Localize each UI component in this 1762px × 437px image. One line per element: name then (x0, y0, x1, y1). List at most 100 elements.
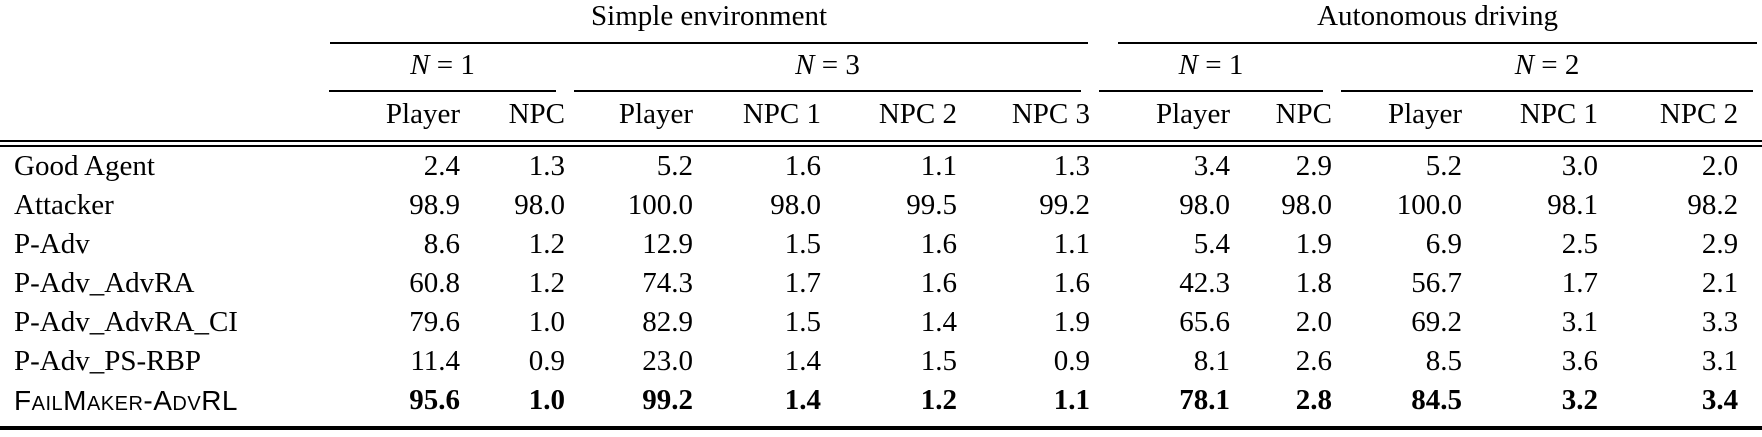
col-header-se-n3-npc3: NPC 3 (957, 92, 1091, 142)
value-cell: 1.6 (1053, 267, 1091, 299)
value-cell: 8.1 (1193, 345, 1231, 377)
col-header-se-n3-player: Player (565, 92, 693, 142)
value-cell: 56.7 (1411, 267, 1463, 299)
value-cell: 3.6 (1561, 345, 1599, 377)
value-cell: 100.0 (1396, 189, 1463, 221)
n-symbol: N (410, 49, 430, 81)
col-header-ad-n1-npc: NPC (1230, 92, 1333, 142)
value-cell: 5.2 (656, 150, 693, 182)
col-header-se-n3-npc2: NPC 2 (821, 92, 957, 142)
row-label: P-Adv_PS-RBP (14, 345, 201, 377)
value-cell: 1.0 (528, 306, 565, 338)
subgroup-header-se-n1: N = 1 (320, 44, 565, 92)
subgroup-rule: N = 3 (574, 44, 1082, 92)
table-row-p-adv-advra: P-Adv_AdvRA 60.8 1.2 74.3 1.7 1.6 1.6 42… (0, 264, 1762, 303)
subgroup-header-ad-n1: N = 1 (1090, 44, 1332, 92)
group-header-simple-environment: Simple environment (320, 0, 1090, 44)
n-symbol: N (795, 49, 815, 81)
value-cell: 1.5 (784, 306, 821, 338)
double-rule-spacer (0, 141, 1762, 147)
group-header-autonomous-driving: Autonomous driving (1090, 0, 1762, 44)
value-cell: 1.0 (528, 384, 565, 416)
subgroup-rule: N = 2 (1341, 44, 1754, 92)
value-cell: 98.0 (770, 189, 821, 221)
subgroup-header-ad-n2: N = 2 (1332, 44, 1762, 92)
row-label: Good Agent (14, 150, 155, 182)
value-cell: 0.9 (528, 345, 565, 377)
value-cell: 1.5 (784, 228, 821, 260)
value-cell: 1.7 (1561, 267, 1599, 299)
subgroup-rule: N = 1 (329, 44, 556, 92)
col-header-ad-n2-npc2: NPC 2 (1598, 92, 1762, 142)
value-cell: 0.9 (1053, 345, 1091, 377)
value-cell: 1.6 (920, 228, 957, 260)
value-cell: 1.1 (1053, 228, 1091, 260)
value-cell: 5.2 (1425, 150, 1463, 182)
value-cell: 1.5 (920, 345, 957, 377)
value-cell: 23.0 (642, 345, 693, 377)
col-header-ad-n2-player: Player (1332, 92, 1463, 142)
table-row-attacker: Attacker 98.9 98.0 100.0 98.0 99.5 99.2 … (0, 186, 1762, 225)
column-header-row: Player NPC Player NPC 1 NPC 2 NPC 3 Play… (0, 92, 1762, 142)
col-header-se-n3-npc1: NPC 1 (693, 92, 821, 142)
value-cell: 2.5 (1561, 228, 1599, 260)
value-cell: 74.3 (642, 267, 693, 299)
value-cell: 1.3 (1053, 150, 1091, 182)
value-cell: 2.8 (1295, 384, 1333, 416)
table-row-p-adv: P-Adv 8.6 1.2 12.9 1.5 1.6 1.1 5.4 1.9 6… (0, 225, 1762, 264)
value-cell: 1.3 (528, 150, 565, 182)
value-cell: 3.3 (1701, 306, 1739, 338)
value-cell: 98.9 (409, 189, 460, 221)
value-cell: 2.1 (1701, 267, 1739, 299)
value-cell: 79.6 (409, 306, 460, 338)
value-cell: 11.4 (410, 345, 460, 377)
value-cell: 3.1 (1561, 306, 1599, 338)
value-cell: 98.0 (514, 189, 565, 221)
row-label: FailMaker-AdvRL (14, 384, 238, 416)
subgroup-rule: N = 1 (1099, 44, 1324, 92)
value-cell: 95.6 (409, 384, 460, 416)
value-cell: 1.9 (1053, 306, 1091, 338)
value-cell: 2.0 (1295, 306, 1333, 338)
value-cell: 60.8 (409, 267, 460, 299)
value-cell: 82.9 (642, 306, 693, 338)
value-cell: 84.5 (1411, 384, 1463, 416)
value-cell: 2.9 (1295, 150, 1333, 182)
value-cell: 98.0 (1281, 189, 1333, 221)
value-cell: 99.2 (1039, 189, 1091, 221)
table-row-failmaker-advrl: FailMaker-AdvRL 95.6 1.0 99.2 1.4 1.2 1.… (0, 381, 1762, 428)
value-cell: 69.2 (1411, 306, 1463, 338)
group-label: Autonomous driving (1317, 0, 1558, 32)
empty-corner-cell (0, 92, 320, 142)
value-cell: 1.9 (1295, 228, 1333, 260)
n-subgroup-header-row: N = 1 N = 3 N = 1 N = 2 (0, 44, 1762, 92)
group-label: Simple environment (591, 0, 828, 32)
value-cell: 3.4 (1701, 384, 1739, 416)
col-header-ad-n1-player: Player (1090, 92, 1231, 142)
value-cell: 1.4 (920, 306, 957, 338)
empty-corner-cell (0, 0, 320, 44)
value-cell: 1.4 (784, 345, 821, 377)
value-cell: 99.2 (642, 384, 693, 416)
value-cell: 42.3 (1179, 267, 1231, 299)
subgroup-header-se-n3: N = 3 (565, 44, 1090, 92)
value-cell: 1.7 (784, 267, 821, 299)
value-cell: 3.2 (1561, 384, 1599, 416)
value-cell: 3.4 (1193, 150, 1231, 182)
empty-corner-cell (0, 44, 320, 92)
group-rule-simple-environment: Simple environment (330, 0, 1089, 44)
table-row-p-adv-advra-ci: P-Adv_AdvRA_CI 79.6 1.0 82.9 1.5 1.4 1.9… (0, 303, 1762, 342)
value-cell: 3.1 (1701, 345, 1739, 377)
value-cell: 6.9 (1425, 228, 1463, 260)
col-header-ad-n2-npc1: NPC 1 (1462, 92, 1599, 142)
double-rule-line (0, 141, 1762, 147)
value-cell: 98.1 (1547, 189, 1599, 221)
value-cell: 1.6 (920, 267, 957, 299)
value-cell: 1.1 (1053, 384, 1091, 416)
value-cell: 1.1 (920, 150, 957, 182)
value-cell: 1.6 (784, 150, 821, 182)
row-label: Attacker (14, 189, 114, 221)
n-value: = 1 (436, 49, 475, 81)
